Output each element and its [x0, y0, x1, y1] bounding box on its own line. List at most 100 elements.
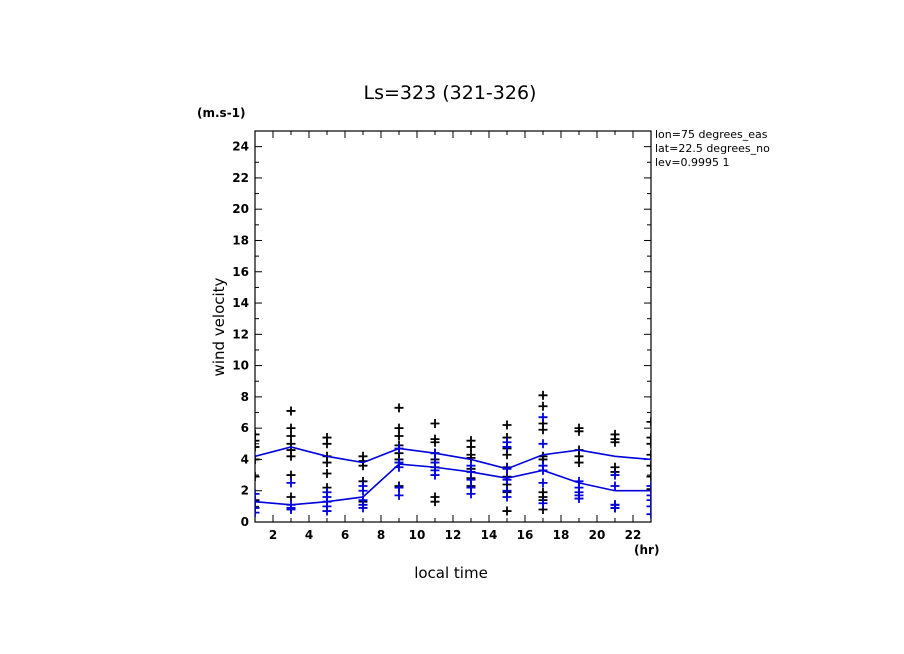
y-tick-label: 4	[241, 452, 249, 466]
x-tick-label: 10	[409, 528, 426, 542]
blue-data-point	[646, 501, 651, 511]
black-data-point	[255, 472, 260, 482]
y-tick-label: 10	[232, 359, 249, 373]
black-data-point	[394, 403, 404, 413]
black-data-point	[430, 497, 440, 507]
black-data-point	[322, 439, 332, 449]
blue-data-point	[610, 481, 620, 491]
y-tick-label: 14	[232, 296, 249, 310]
black-data-point	[255, 454, 260, 464]
black-data-point	[255, 436, 260, 446]
black-data-point	[286, 470, 296, 480]
y-tick-label: 12	[232, 327, 249, 341]
black-data-point	[255, 442, 260, 452]
black-data-point	[394, 423, 404, 433]
y-tick-label: 6	[241, 421, 249, 435]
y-tick-label: 0	[241, 515, 249, 529]
blue-data-point	[646, 495, 651, 505]
blue-data-point	[610, 470, 620, 480]
x-axis-label: local time	[414, 564, 488, 582]
black-data-point	[430, 437, 440, 447]
black-data-point	[430, 418, 440, 428]
y-tick-label: 24	[232, 140, 249, 154]
black-data-point	[466, 442, 476, 452]
black-data-point	[610, 437, 620, 447]
blue-data-point	[255, 508, 260, 518]
blue-data-point	[255, 503, 260, 513]
blue-data-point	[394, 483, 404, 493]
black-data-point	[394, 431, 404, 441]
y-tick-label: 18	[232, 233, 249, 247]
y-tick-label: 8	[241, 390, 249, 404]
black-data-point	[255, 429, 260, 439]
blue-data-point	[430, 458, 440, 468]
x-tick-label: 2	[269, 528, 277, 542]
blue-data-point	[502, 492, 512, 502]
blue-data-point	[538, 478, 548, 488]
black-data-point	[286, 492, 296, 502]
blue-data-point	[430, 470, 440, 480]
chart-title: Ls=323 (321-326)	[364, 82, 537, 104]
blue-data-point	[610, 503, 620, 513]
black-data-point	[646, 439, 651, 449]
black-data-point	[646, 484, 651, 494]
black-data-point	[286, 431, 296, 441]
x-tick-label: 6	[341, 528, 349, 542]
blue-data-point	[358, 486, 368, 496]
y-unit-label: (m.s-1)	[197, 106, 246, 120]
y-tick-label: 20	[232, 202, 249, 216]
black-data-point	[574, 458, 584, 468]
black-data-point	[502, 420, 512, 430]
blue-data-point	[502, 475, 512, 485]
black-data-point	[538, 425, 548, 435]
plot-frame	[254, 130, 652, 523]
black-data-point	[538, 401, 548, 411]
blue-data-point	[646, 490, 651, 500]
blue-data-point	[646, 509, 651, 519]
black-data-point	[322, 458, 332, 468]
black-data-point	[466, 453, 476, 463]
black-data-point	[646, 450, 651, 460]
blue-data-point	[646, 481, 651, 491]
y-tick-label: 22	[232, 171, 249, 185]
x-tick-label: 4	[305, 528, 313, 542]
blue-data-point	[286, 478, 296, 488]
blue-data-point	[394, 490, 404, 500]
x-tick-label: 12	[445, 528, 462, 542]
black-data-point	[502, 450, 512, 460]
black-data-point	[286, 406, 296, 416]
blue-data-point	[322, 506, 332, 516]
series-line-2	[255, 463, 651, 506]
black-data-point	[255, 495, 260, 505]
black-data-point	[502, 506, 512, 516]
y-axis-label: wind velocity	[210, 277, 228, 376]
blue-data-point	[466, 475, 476, 485]
y-tick-label: 16	[232, 265, 249, 279]
black-data-point	[574, 426, 584, 436]
blue-data-point	[574, 494, 584, 504]
blue-data-point	[538, 498, 548, 508]
x-tick-label: 16	[517, 528, 534, 542]
black-data-point	[646, 417, 651, 427]
blue-data-point	[538, 412, 548, 422]
blue-data-point	[358, 503, 368, 513]
x-unit-label: (hr)	[634, 543, 659, 557]
x-tick-label: 18	[553, 528, 570, 542]
black-data-point	[286, 423, 296, 433]
black-data-point	[286, 451, 296, 461]
black-data-point	[538, 390, 548, 400]
info-lon: lon=75 degrees_eas	[655, 128, 768, 141]
blue-data-point	[502, 442, 512, 452]
x-tick-label: 22	[625, 528, 642, 542]
info-lat: lat=22.5 degrees_no	[655, 142, 770, 155]
x-tick-label: 14	[481, 528, 498, 542]
blue-data-point	[466, 489, 476, 499]
info-annotations: lon=75 degrees_eas lat=22.5 degrees_no l…	[655, 128, 770, 169]
info-lev: lev=0.9995 1	[655, 156, 730, 169]
black-data-point	[646, 433, 651, 443]
y-tick-label: 2	[241, 484, 249, 498]
black-data-point	[646, 461, 651, 471]
blue-data-point	[538, 439, 548, 449]
